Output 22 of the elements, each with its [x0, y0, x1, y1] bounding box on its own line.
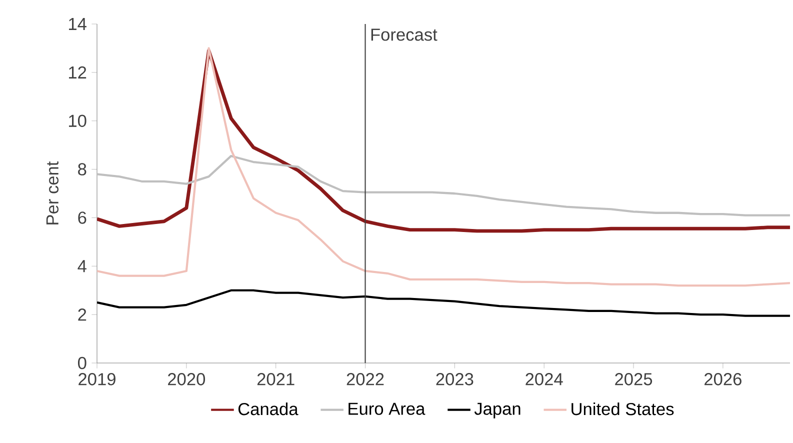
y-tick-label: 10 [69, 114, 86, 127]
y-tick-label: 6 [78, 212, 86, 224]
x-tick-label: 2025 [615, 373, 652, 386]
legend-label: Japan [474, 402, 520, 418]
x-tick-label: 2019 [78, 373, 116, 386]
legend-label: United States [572, 402, 674, 416]
y-tick-label: 8 [78, 163, 86, 176]
x-tick-label: 2020 [168, 373, 206, 386]
y-axis-title: Per cent [46, 161, 59, 224]
x-tick-label: 2021 [257, 373, 294, 386]
x-tick-label: 2024 [526, 373, 563, 386]
y-tick-label: 2 [78, 308, 86, 321]
ref-line-label: Forecast [371, 28, 438, 41]
x-tick-label: 2026 [704, 373, 742, 386]
y-tick-label: 4 [78, 260, 86, 272]
x-tick-label: 2022 [346, 373, 384, 386]
y-tick-label: 12 [69, 66, 86, 78]
y-tick-label: 0 [78, 356, 86, 370]
x-tick-label: 2023 [436, 373, 474, 386]
legend-label: Euro Area [348, 402, 426, 415]
legend-label: Canada [238, 402, 298, 416]
y-tick-label: 14 [69, 18, 86, 30]
